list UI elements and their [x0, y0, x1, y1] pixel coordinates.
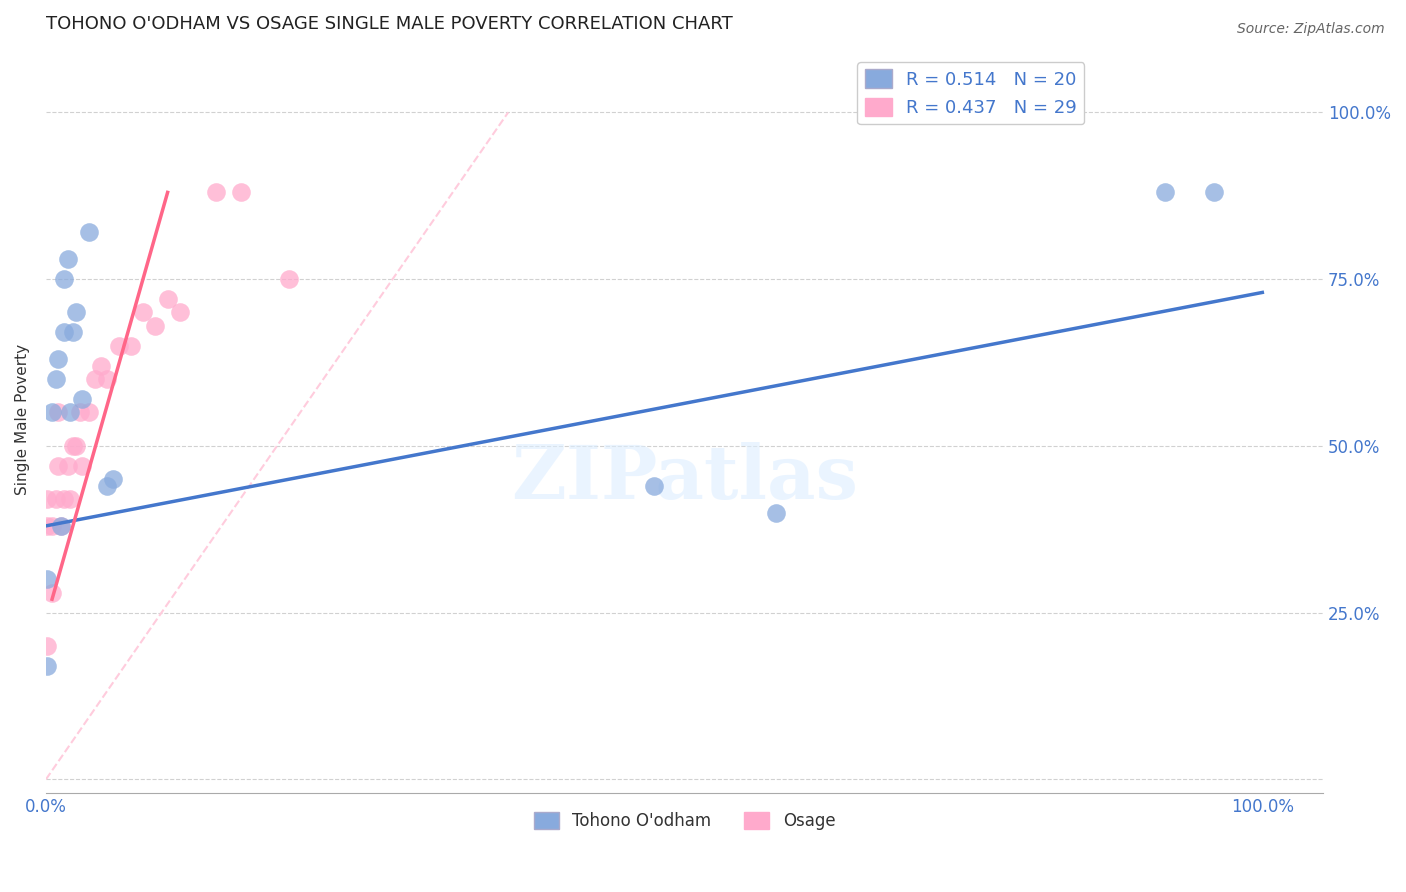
Point [41, 585, 63, 599]
Point [83, 372, 105, 386]
Text: ZIPatlas: ZIPatlas [510, 442, 858, 516]
Point [46, 405, 69, 419]
Point [37, 492, 59, 507]
Point [37, 659, 59, 673]
Point [69, 405, 91, 419]
Point [65, 305, 87, 319]
Point [41, 519, 63, 533]
Point [49, 519, 72, 533]
Point [77, 226, 100, 240]
Point [169, 305, 191, 319]
Point [96, 372, 118, 386]
Point [62, 326, 84, 340]
Point [41, 405, 63, 419]
Point [37, 572, 59, 586]
Point [77, 405, 100, 419]
Point [45, 492, 67, 507]
Y-axis label: Single Male Poverty: Single Male Poverty [15, 343, 30, 495]
Point [101, 472, 124, 486]
Point [278, 272, 301, 286]
Point [65, 439, 87, 453]
Point [72, 392, 94, 406]
Point [643, 479, 665, 493]
Point [765, 506, 787, 520]
Point [62, 439, 84, 453]
Text: TOHONO O'ODHAM VS OSAGE SINGLE MALE POVERTY CORRELATION CHART: TOHONO O'ODHAM VS OSAGE SINGLE MALE POVE… [46, 15, 733, 33]
Point [145, 318, 167, 333]
Point [96, 479, 118, 493]
Point [59, 405, 82, 419]
Point [53, 326, 76, 340]
Point [53, 492, 76, 507]
Point [46, 458, 69, 473]
Point [37, 519, 59, 533]
Point [205, 186, 228, 200]
Point [59, 492, 82, 507]
Point [56, 458, 79, 473]
Point [156, 292, 179, 306]
Point [37, 639, 59, 653]
Point [53, 272, 76, 286]
Point [45, 372, 67, 386]
Point [1154, 186, 1177, 200]
Legend: Tohono O'odham, Osage: Tohono O'odham, Osage [527, 805, 842, 837]
Point [46, 352, 69, 367]
Text: Source: ZipAtlas.com: Source: ZipAtlas.com [1237, 22, 1385, 37]
Point [108, 339, 131, 353]
Point [49, 519, 72, 533]
Point [120, 339, 142, 353]
Point [72, 458, 94, 473]
Point [132, 305, 155, 319]
Point [1202, 186, 1225, 200]
Point [56, 252, 79, 266]
Point [90, 359, 112, 373]
Point [229, 186, 252, 200]
